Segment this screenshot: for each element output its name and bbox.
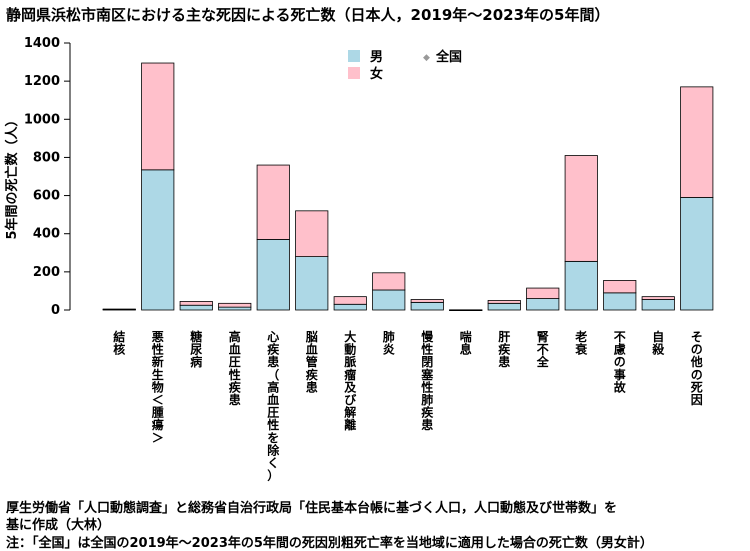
bar-female — [141, 62, 175, 171]
x-category-label: 糖尿病 — [190, 329, 202, 369]
bar-female — [641, 296, 675, 300]
legend-swatch-female — [348, 67, 360, 79]
bar-female — [333, 296, 367, 305]
bar-male — [218, 306, 252, 311]
y-tick-label: 600 — [33, 189, 60, 204]
bar-male — [526, 298, 560, 311]
x-category-label: 老衰 — [574, 329, 588, 357]
x-category-label: 自殺 — [651, 329, 665, 357]
bar-female — [410, 299, 444, 303]
x-category-label: 喘息 — [460, 329, 472, 357]
bar-male — [564, 260, 598, 311]
legend-label-national: 全国 — [435, 49, 462, 65]
bar-female — [564, 155, 598, 262]
bar-female — [487, 300, 521, 304]
x-category-label: 悪性新生物＜腫瘍＞ — [151, 330, 164, 445]
x-category-label: 心疾患（高血圧性を除く） — [266, 330, 280, 483]
bar-male — [603, 292, 637, 311]
x-category-label: 不慮の事故 — [614, 330, 627, 394]
x-category-label: 大動脈瘤及び解離 — [344, 329, 357, 432]
bar-male — [641, 299, 675, 311]
bar-female — [603, 280, 637, 294]
y-axis-label: 5年間の死亡数（人） — [4, 113, 20, 239]
footnote-source-line-1: 厚生労働省「人口動態調査」と総務省自治行政局「住民基本台帳に基づく人口，人口動態… — [6, 501, 618, 516]
legend-label-male: 男 — [370, 50, 383, 65]
legend-label-female: 女 — [370, 66, 383, 82]
y-tick-label: 1400 — [24, 36, 60, 51]
y-tick-label: 1000 — [24, 112, 60, 127]
footnote-source-line-2: 基に作成（大林） — [6, 518, 111, 533]
x-category-label: 慢性閉塞性肺疾患 — [420, 329, 434, 432]
legend-swatch-male — [348, 50, 360, 62]
bar-female — [218, 302, 252, 308]
bar-female — [372, 272, 406, 291]
x-category-label: 脳血管疾患 — [306, 329, 318, 394]
y-tick-label: 200 — [33, 265, 60, 280]
footnote-note: 注：「全国」は全国の2019年～2023年の5年間の死因別粗死亡率を当地域に適用… — [6, 536, 653, 551]
bar-female — [179, 301, 213, 306]
bar-male — [487, 302, 521, 311]
x-category-label: 肺炎 — [383, 329, 395, 357]
bar-male — [256, 239, 290, 311]
y-tick-label: 1200 — [24, 74, 60, 89]
bar-male — [410, 301, 444, 311]
x-category-label: 肝疾患 — [498, 329, 510, 369]
bar-male — [179, 304, 213, 311]
x-category-label: 高血圧性疾患 — [228, 329, 241, 407]
bar-female — [449, 309, 483, 311]
bar-female — [680, 86, 714, 198]
bar-male — [372, 289, 406, 311]
bar-male — [295, 256, 329, 311]
y-tick-label: 800 — [33, 150, 60, 165]
bar-female — [295, 210, 329, 257]
bar-female — [256, 164, 290, 240]
x-category-label: 結核 — [113, 329, 125, 357]
y-tick-label: 0 — [51, 303, 60, 318]
chart-title: 静岡県浜松市南区における主な死因による死亡数（日本人，2019年～2023年の5… — [6, 6, 610, 24]
legend-marker-national: ◆ — [423, 53, 430, 63]
x-category-label: 腎不全 — [536, 329, 550, 369]
bar-male — [680, 197, 714, 311]
bar-female — [102, 308, 136, 311]
bar-male — [141, 169, 175, 311]
bar-female — [526, 287, 560, 299]
x-category-label: その他の死因 — [690, 330, 703, 407]
bar-male — [333, 303, 367, 311]
y-tick-label: 400 — [33, 227, 60, 242]
